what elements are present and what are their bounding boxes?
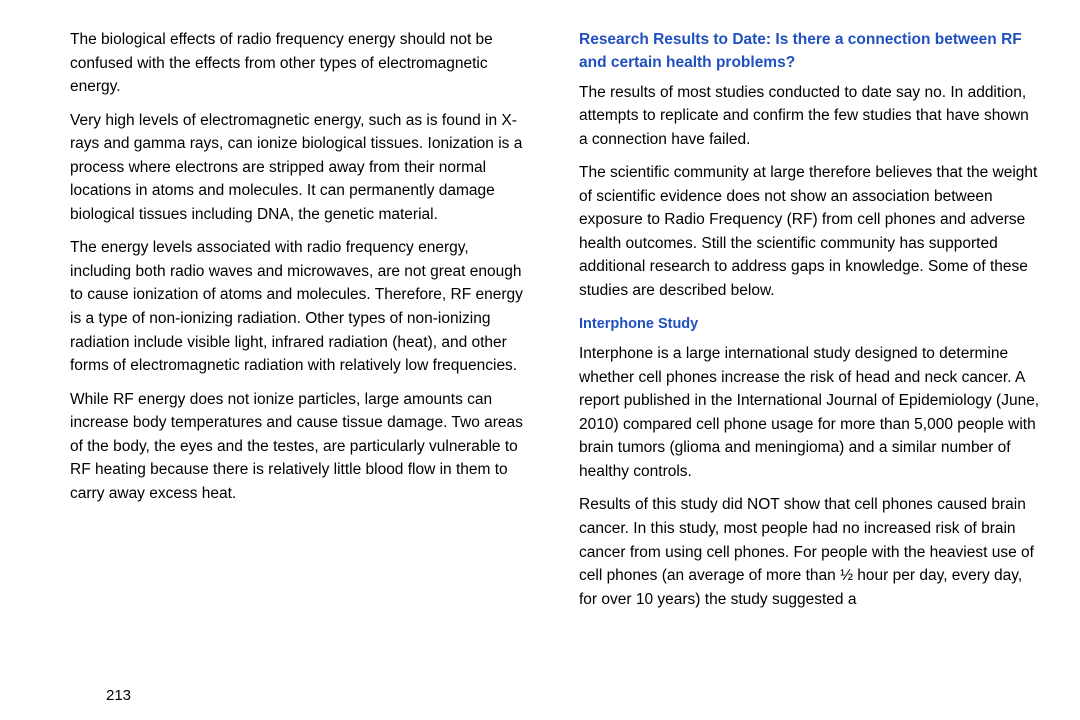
page-number: 213 (106, 687, 131, 704)
document-page: The biological effects of radio frequenc… (70, 28, 1040, 700)
subsection-heading: Interphone Study (579, 314, 1040, 336)
section-heading: Research Results to Date: Is there a con… (579, 28, 1040, 75)
body-paragraph: The energy levels associated with radio … (70, 236, 531, 377)
body-paragraph: While RF energy does not ionize particle… (70, 388, 531, 506)
left-column: The biological effects of radio frequenc… (70, 28, 535, 700)
body-paragraph: The results of most studies conducted to… (579, 81, 1040, 152)
body-paragraph: The biological effects of radio frequenc… (70, 28, 531, 99)
body-paragraph: The scientific community at large theref… (579, 161, 1040, 302)
body-paragraph: Results of this study did NOT show that … (579, 493, 1040, 611)
body-paragraph: Interphone is a large international stud… (579, 342, 1040, 483)
right-column: Research Results to Date: Is there a con… (575, 28, 1040, 700)
body-paragraph: Very high levels of electromagnetic ener… (70, 109, 531, 227)
